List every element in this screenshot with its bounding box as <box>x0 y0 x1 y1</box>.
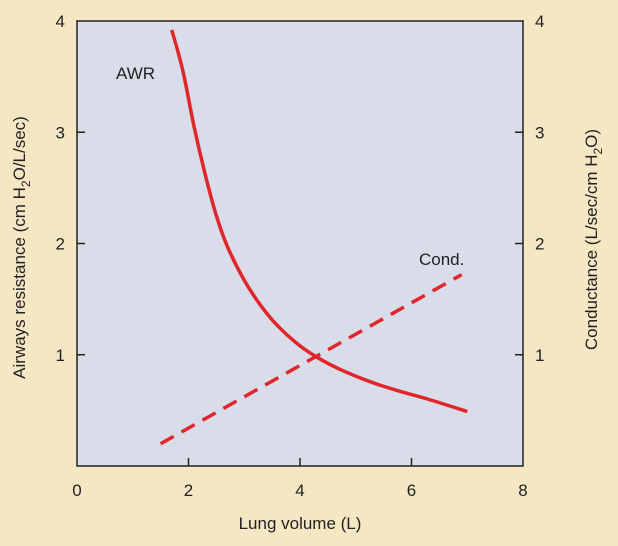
y-left-tick-label: 4 <box>56 12 65 31</box>
plot-area <box>76 20 524 467</box>
y-axis-title-right: Conductance (L/sec/cm H2O) <box>582 129 605 350</box>
conductance-line <box>159 273 463 446</box>
x-tick-label: 8 <box>518 481 527 500</box>
cond-series-label: Cond. <box>419 250 464 269</box>
x-tick-label: 4 <box>295 481 304 500</box>
y-left-tick-label: 2 <box>56 235 65 254</box>
x-tick-label: 6 <box>407 481 416 500</box>
awr-series-label: AWR <box>116 64 155 83</box>
x-tick-label: 2 <box>184 481 193 500</box>
y-right-tick-label: 3 <box>535 123 544 142</box>
y-right-tick-label: 4 <box>535 12 544 31</box>
y-right-tick-label: 1 <box>535 346 544 365</box>
awr-line <box>170 29 468 414</box>
x-tick-label: 0 <box>72 481 81 500</box>
y-right-tick-label: 2 <box>535 235 544 254</box>
x-axis-title: Lung volume (L) <box>239 514 362 533</box>
y-left-tick-label: 1 <box>56 346 65 365</box>
y-axis-title-left: Airways resistance (cm H2O/L/sec) <box>10 116 33 379</box>
y-left-tick-label: 3 <box>56 123 65 142</box>
